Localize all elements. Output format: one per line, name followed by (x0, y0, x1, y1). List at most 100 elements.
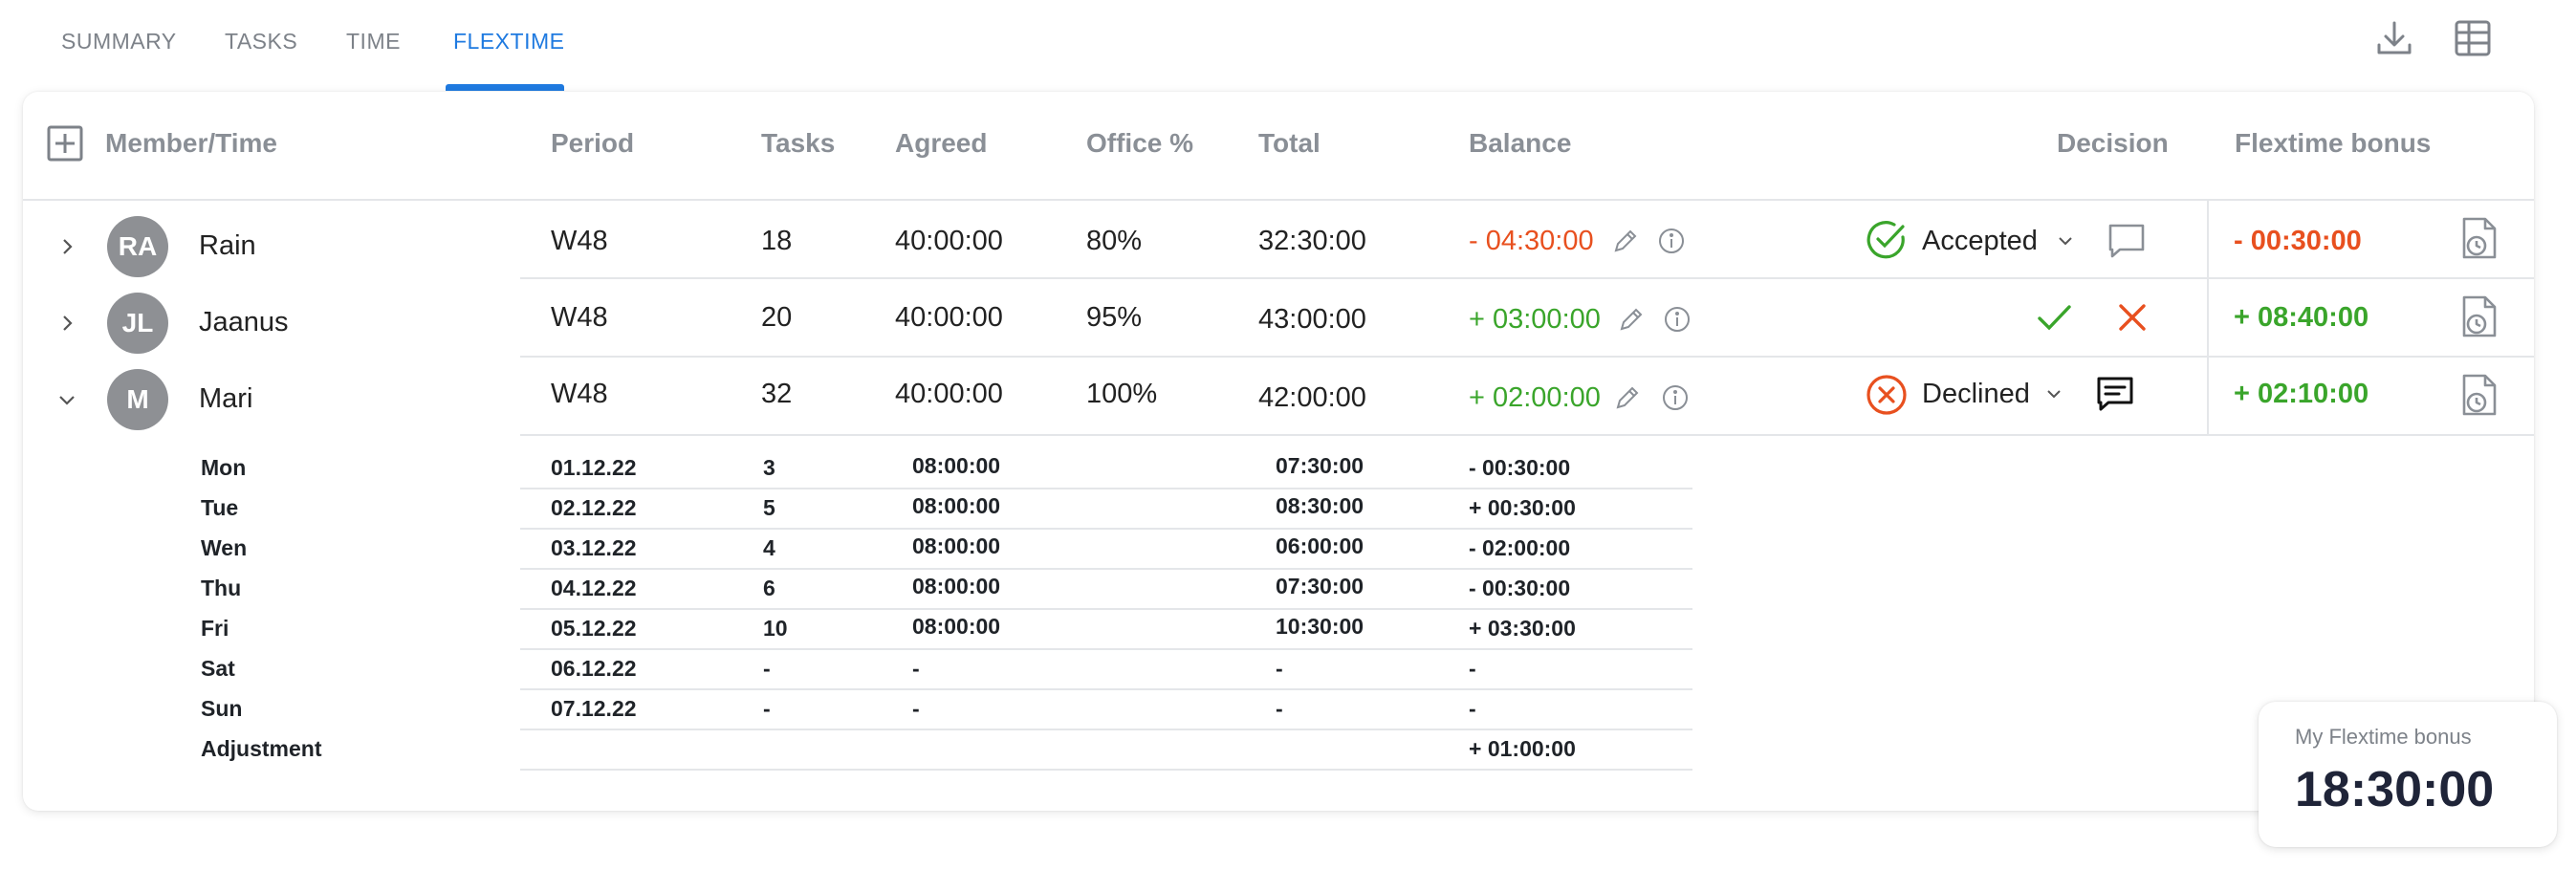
member-name: Rain (199, 230, 256, 261)
pencil-icon[interactable] (1616, 304, 1647, 335)
column-divider (2207, 199, 2209, 436)
time-report-icon[interactable] (2457, 214, 2501, 262)
detail-day: Adjustment (201, 736, 322, 761)
period-cell: W48 (551, 302, 608, 333)
detail-divider (520, 568, 1692, 570)
detail-tasks: 6 (763, 576, 775, 600)
detail-divider (520, 488, 1692, 489)
detail-total: 10:30:00 (1276, 614, 1364, 639)
detail-balance: + 03:30:00 (1469, 616, 1576, 641)
bonus-cell: - 00:30:00 (2234, 226, 2362, 256)
x-circle-icon (1865, 373, 1909, 417)
detail-agreed: 08:00:00 (912, 533, 1001, 558)
chevron-right-icon[interactable] (54, 233, 80, 260)
flextime-table-card (23, 92, 2534, 811)
pencil-icon[interactable] (1610, 226, 1641, 256)
check-circle-icon (1865, 218, 1909, 262)
time-report-icon[interactable] (2457, 371, 2501, 419)
tab-tasks[interactable]: TASKS (225, 29, 298, 54)
detail-date: 04.12.22 (551, 576, 637, 600)
my-flextime-bonus-card: My Flextime bonus 18:30:00 (2259, 702, 2557, 847)
decline-x-icon[interactable] (2111, 296, 2153, 338)
detail-balance: + 00:30:00 (1469, 495, 1576, 520)
tasks-cell: 32 (761, 379, 793, 409)
decision-dropdown[interactable]: Accepted (1922, 226, 2038, 256)
header-bonus: Flextime bonus (2235, 128, 2432, 158)
tab-summary[interactable]: SUMMARY (61, 29, 177, 54)
detail-agreed: 08:00:00 (912, 453, 1001, 478)
total-cell: 32:30:00 (1258, 226, 1366, 256)
period-cell: W48 (551, 226, 608, 256)
detail-balance: - 02:00:00 (1469, 535, 1571, 560)
detail-divider (520, 729, 1692, 730)
detail-tasks: - (763, 656, 771, 681)
tab-time[interactable]: TIME (346, 29, 401, 54)
pencil-icon[interactable] (1612, 382, 1643, 413)
comment-icon[interactable] (2106, 220, 2148, 262)
row-divider (520, 277, 2534, 279)
balance-cell: + 02:00:00 (1469, 382, 1601, 413)
agreed-cell: 40:00:00 (895, 379, 1003, 409)
chevron-down-icon[interactable] (2054, 229, 2077, 252)
table-icon[interactable] (2450, 15, 2496, 61)
tasks-cell: 18 (761, 226, 793, 256)
detail-tasks: 10 (763, 616, 788, 641)
detail-divider (520, 608, 1692, 610)
add-member-icon[interactable] (46, 124, 84, 163)
detail-date: 03.12.22 (551, 535, 637, 560)
office-cell: 100% (1086, 379, 1158, 409)
chevron-down-icon[interactable] (2042, 382, 2065, 405)
detail-day: Sat (201, 656, 235, 681)
detail-tasks: - (763, 696, 771, 721)
detail-day: Tue (201, 495, 239, 520)
decision-dropdown[interactable]: Declined (1922, 379, 2030, 409)
bonus-cell: + 08:40:00 (2234, 302, 2369, 333)
detail-day: Fri (201, 616, 229, 641)
info-icon[interactable] (1656, 226, 1687, 256)
detail-total: 07:30:00 (1276, 453, 1364, 478)
info-icon[interactable] (1660, 382, 1691, 413)
info-icon[interactable] (1662, 304, 1692, 335)
tab-flextime[interactable]: FLEXTIME (453, 29, 565, 54)
row-divider (520, 434, 2534, 436)
header-divider (23, 199, 2534, 201)
detail-total: 06:00:00 (1276, 533, 1364, 558)
detail-balance: - 00:30:00 (1469, 455, 1571, 480)
detail-total: - (1276, 696, 1283, 721)
chevron-down-icon[interactable] (54, 386, 80, 413)
header-period: Period (551, 128, 635, 158)
active-tab-indicator (446, 84, 564, 91)
detail-agreed: - (912, 656, 920, 681)
detail-balance: - (1469, 656, 1476, 681)
avatar: RA (107, 216, 168, 277)
member-name: Mari (199, 383, 253, 414)
total-cell: 42:00:00 (1258, 382, 1366, 413)
detail-date: 06.12.22 (551, 656, 637, 681)
detail-agreed: 08:00:00 (912, 574, 1001, 598)
download-icon[interactable] (2371, 15, 2417, 61)
total-cell: 43:00:00 (1258, 304, 1366, 335)
header-member: Member/Time (105, 128, 277, 158)
detail-agreed: 08:00:00 (912, 614, 1001, 639)
detail-divider (520, 528, 1692, 530)
chevron-right-icon[interactable] (54, 310, 80, 337)
my-bonus-value: 18:30:00 (2295, 762, 2495, 817)
detail-divider (520, 769, 1692, 771)
office-cell: 95% (1086, 302, 1143, 333)
detail-day: Mon (201, 455, 247, 480)
header-balance: Balance (1469, 128, 1572, 158)
comment-filled-icon[interactable] (2094, 373, 2136, 415)
balance-cell: + 03:00:00 (1469, 304, 1601, 335)
time-report-icon[interactable] (2457, 293, 2501, 340)
bonus-cell: + 02:10:00 (2234, 379, 2369, 409)
agreed-cell: 40:00:00 (895, 226, 1003, 256)
detail-balance: - 00:30:00 (1469, 576, 1571, 600)
detail-day: Wen (201, 535, 248, 560)
detail-agreed: 08:00:00 (912, 493, 1001, 518)
agreed-cell: 40:00:00 (895, 302, 1003, 333)
detail-divider (520, 688, 1692, 690)
accept-check-icon[interactable] (2033, 296, 2075, 338)
my-bonus-label: My Flextime bonus (2295, 725, 2472, 749)
detail-date: 07.12.22 (551, 696, 637, 721)
office-cell: 80% (1086, 226, 1143, 256)
